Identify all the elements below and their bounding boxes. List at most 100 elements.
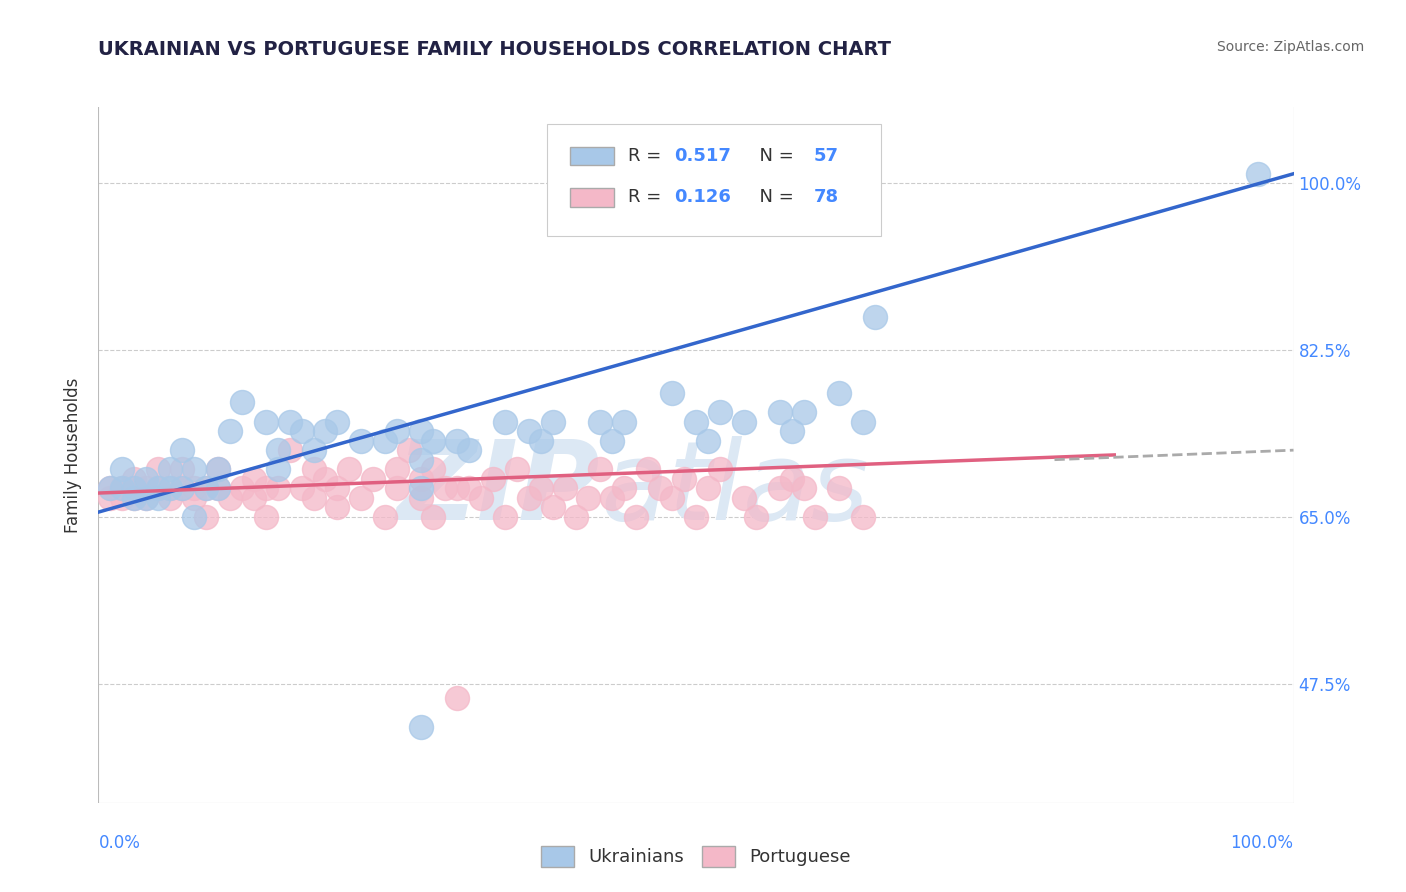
Point (267, 443, 290, 458)
Point (243, 472, 266, 486)
Point (124, 472, 146, 486)
Point (254, 415, 277, 429)
Point (159, 462, 181, 476)
Text: UKRAINIAN VS PORTUGUESE FAMILY HOUSEHOLDS CORRELATION CHART: UKRAINIAN VS PORTUGUESE FAMILY HOUSEHOLD… (98, 40, 891, 59)
Point (124, 491, 146, 505)
Point (111, 481, 134, 495)
Point (863, 310, 887, 324)
Point (183, 509, 205, 524)
Point (517, 424, 540, 438)
Point (433, 481, 456, 495)
Point (290, 481, 312, 495)
Point (339, 462, 360, 476)
Point (350, 491, 373, 505)
Point (219, 424, 242, 438)
FancyBboxPatch shape (571, 188, 614, 207)
Point (494, 509, 516, 524)
Point (541, 415, 564, 429)
Point (422, 434, 444, 448)
Point (481, 472, 505, 486)
Point (385, 481, 409, 495)
Point (697, 481, 720, 495)
Point (602, 434, 624, 448)
Point (804, 509, 827, 524)
Point (148, 462, 170, 476)
Point (626, 509, 648, 524)
Point (254, 481, 277, 495)
Point (219, 491, 242, 505)
Text: 0.0%: 0.0% (98, 834, 141, 852)
Point (673, 472, 696, 486)
FancyBboxPatch shape (547, 124, 882, 235)
Point (709, 462, 731, 476)
Point (768, 481, 790, 495)
Text: R =: R = (628, 188, 668, 206)
Point (207, 462, 229, 476)
Point (172, 481, 194, 495)
Point (422, 462, 444, 476)
Point (793, 405, 815, 419)
Point (709, 405, 731, 419)
Point (828, 481, 851, 495)
Point (148, 481, 170, 495)
Point (278, 443, 301, 458)
Text: Source: ZipAtlas.com: Source: ZipAtlas.com (1216, 40, 1364, 54)
Text: 100.0%: 100.0% (1230, 834, 1294, 852)
Point (446, 690, 468, 705)
Point (576, 491, 599, 505)
Point (159, 481, 181, 495)
Point (411, 472, 433, 486)
Point (637, 462, 659, 476)
Point (541, 500, 564, 515)
Point (267, 462, 290, 476)
Point (243, 491, 266, 505)
Point (780, 472, 803, 486)
Point (267, 481, 290, 495)
Point (326, 415, 349, 429)
Point (290, 424, 312, 438)
Point (111, 481, 134, 495)
Point (172, 481, 194, 495)
Point (385, 424, 409, 438)
Point (194, 481, 218, 495)
Point (852, 415, 875, 429)
Point (302, 491, 325, 505)
Point (733, 491, 755, 505)
Point (207, 481, 229, 495)
Point (411, 491, 433, 505)
Point (172, 443, 194, 458)
Text: N =: N = (748, 147, 800, 165)
Point (374, 434, 396, 448)
Point (565, 509, 588, 524)
Point (98, 491, 122, 505)
Point (194, 509, 218, 524)
Point (554, 481, 576, 495)
Point (589, 462, 612, 476)
Point (411, 452, 433, 467)
Point (697, 434, 720, 448)
Point (124, 481, 146, 495)
Point (159, 491, 181, 505)
Legend: Ukrainians, Portuguese: Ukrainians, Portuguese (534, 838, 858, 874)
Point (326, 500, 349, 515)
Point (446, 434, 468, 448)
Point (159, 481, 181, 495)
Point (111, 462, 134, 476)
Point (648, 481, 672, 495)
Point (302, 462, 325, 476)
Point (780, 424, 803, 438)
Point (374, 509, 396, 524)
Point (828, 386, 851, 401)
Point (1246, 167, 1268, 181)
Point (613, 415, 636, 429)
Point (350, 434, 373, 448)
Point (278, 415, 301, 429)
Point (613, 481, 636, 495)
Point (398, 443, 420, 458)
Point (135, 491, 157, 505)
Point (326, 481, 349, 495)
Point (793, 481, 815, 495)
Point (661, 386, 683, 401)
Point (194, 481, 218, 495)
Point (385, 462, 409, 476)
